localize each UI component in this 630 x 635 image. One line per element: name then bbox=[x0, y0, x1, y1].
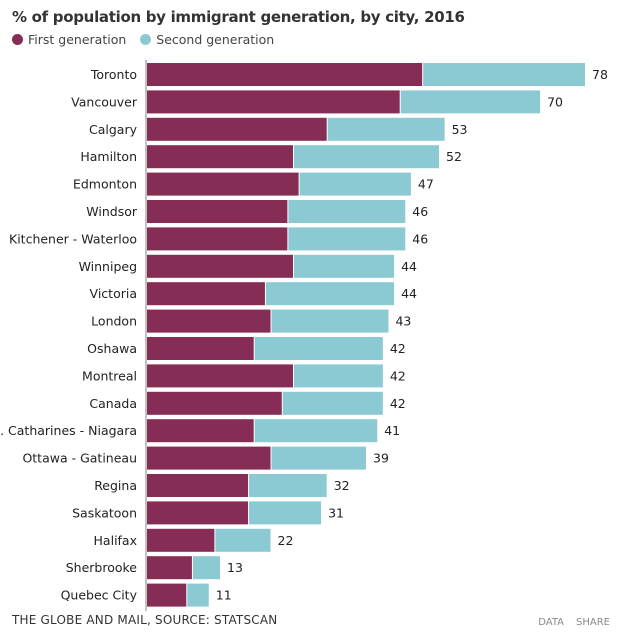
bar-first-generation bbox=[147, 145, 293, 169]
category-label: Quebec City bbox=[61, 588, 138, 603]
bar-first-generation bbox=[147, 227, 288, 251]
legend-swatch bbox=[12, 34, 23, 45]
bar-second-generation bbox=[249, 501, 322, 525]
total-label: 53 bbox=[452, 122, 468, 137]
total-label: 44 bbox=[401, 286, 417, 301]
bar-second-generation bbox=[288, 200, 406, 223]
legend: First generation Second generation bbox=[12, 32, 274, 47]
bar-second-generation bbox=[254, 419, 378, 443]
bar-second-generation bbox=[299, 172, 411, 196]
total-label: 52 bbox=[446, 149, 462, 164]
total-label: 13 bbox=[227, 560, 243, 575]
bar-first-generation bbox=[147, 474, 249, 497]
footer-links: DATA SHARE bbox=[538, 617, 610, 628]
category-label: Sherbrooke bbox=[66, 560, 138, 575]
bar-first-generation bbox=[147, 364, 293, 388]
bar-second-generation bbox=[294, 254, 395, 278]
bar-first-generation bbox=[147, 528, 215, 552]
bar-first-generation bbox=[147, 556, 192, 580]
category-label: Canada bbox=[89, 396, 137, 411]
legend-first-generation: First generation bbox=[12, 32, 126, 47]
total-label: 32 bbox=[334, 478, 350, 493]
total-label: 11 bbox=[216, 588, 232, 603]
source-note: THE GLOBE AND MAIL, SOURCE: STATSCAN bbox=[12, 613, 278, 627]
total-label: 42 bbox=[390, 396, 406, 411]
category-label: Toronto bbox=[90, 67, 137, 82]
category-label: Hamilton bbox=[80, 149, 137, 164]
bar-second-generation bbox=[294, 145, 439, 169]
total-label: 22 bbox=[278, 533, 294, 548]
total-label: 41 bbox=[384, 423, 400, 438]
category-label: Kitchener - Waterloo bbox=[9, 231, 137, 246]
bar-second-generation bbox=[187, 583, 209, 607]
bar-first-generation bbox=[147, 200, 288, 223]
total-label: 39 bbox=[373, 451, 389, 466]
bar-first-generation bbox=[147, 419, 254, 443]
bar-first-generation bbox=[147, 309, 271, 333]
category-label: Halifax bbox=[94, 533, 137, 548]
data-link[interactable]: DATA bbox=[538, 617, 565, 628]
legend-second-generation: Second generation bbox=[140, 32, 274, 47]
bar-second-generation bbox=[271, 446, 366, 470]
bar-second-generation bbox=[254, 337, 383, 360]
bar-first-generation bbox=[147, 337, 254, 360]
bar-first-generation bbox=[147, 63, 423, 86]
bar-first-generation bbox=[147, 254, 293, 278]
category-label: Winnipeg bbox=[79, 259, 137, 274]
bar-second-generation bbox=[215, 528, 271, 552]
category-label: Windsor bbox=[86, 204, 138, 219]
bar-first-generation bbox=[147, 117, 327, 141]
bar-first-generation bbox=[147, 501, 249, 525]
bar-second-generation bbox=[265, 282, 395, 306]
category-label: Edmonton bbox=[73, 177, 137, 192]
bar-second-generation bbox=[249, 474, 327, 497]
bar-first-generation bbox=[147, 446, 271, 470]
bar-first-generation bbox=[147, 282, 265, 306]
total-label: 47 bbox=[418, 177, 434, 192]
bar-second-generation bbox=[288, 227, 406, 251]
total-label: 42 bbox=[390, 341, 406, 356]
legend-label: Second generation bbox=[156, 32, 275, 47]
total-label: 70 bbox=[547, 94, 563, 109]
category-label: London bbox=[91, 314, 137, 329]
chart-title: % of population by immigrant generation,… bbox=[12, 8, 465, 26]
bar-second-generation bbox=[271, 309, 389, 333]
bar-second-generation bbox=[282, 391, 383, 415]
legend-label: First generation bbox=[28, 32, 127, 47]
total-label: 42 bbox=[390, 368, 406, 383]
category-label: Ottawa - Gatineau bbox=[22, 451, 137, 466]
total-label: 78 bbox=[592, 67, 608, 82]
total-label: 46 bbox=[412, 231, 428, 246]
category-label: Calgary bbox=[89, 122, 138, 137]
category-label: Oshawa bbox=[87, 341, 137, 356]
category-label: Vancouver bbox=[71, 94, 138, 109]
bar-first-generation bbox=[147, 583, 187, 607]
total-label: 43 bbox=[395, 314, 411, 329]
total-label: 31 bbox=[328, 505, 344, 520]
legend-swatch bbox=[140, 34, 152, 45]
total-label: 46 bbox=[412, 204, 428, 219]
bar-second-generation bbox=[423, 63, 585, 86]
bar-second-generation bbox=[192, 556, 220, 580]
bar-first-generation bbox=[147, 172, 299, 196]
category-label: St. Catharines - Niagara bbox=[0, 423, 137, 438]
share-link[interactable]: SHARE bbox=[576, 617, 610, 628]
total-label: 44 bbox=[401, 259, 417, 274]
bar-second-generation bbox=[294, 364, 383, 388]
bar-second-generation bbox=[400, 90, 541, 114]
bar-second-generation bbox=[327, 117, 445, 141]
category-label: Montreal bbox=[82, 368, 137, 383]
bar-first-generation bbox=[147, 391, 282, 415]
category-label: Saskatoon bbox=[72, 505, 137, 520]
category-label: Victoria bbox=[90, 286, 137, 301]
bar-first-generation bbox=[147, 90, 400, 114]
category-label: Regina bbox=[94, 478, 137, 493]
